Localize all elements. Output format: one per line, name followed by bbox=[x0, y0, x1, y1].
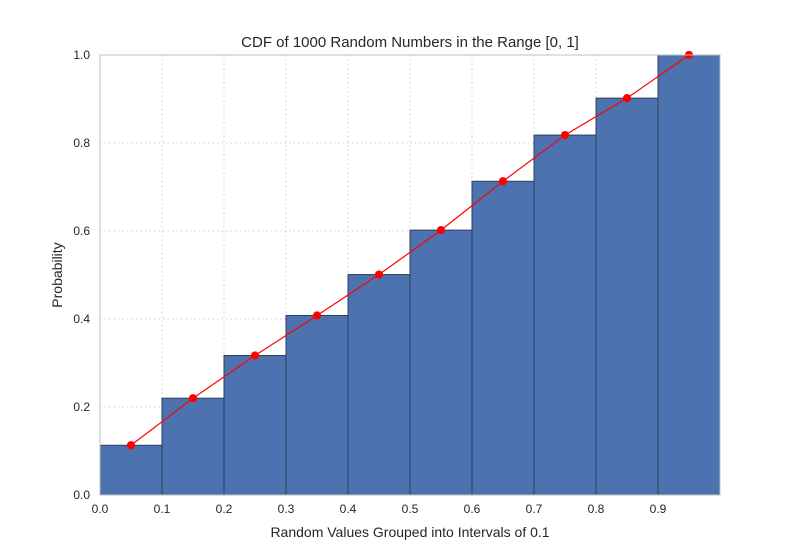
histogram-bar bbox=[223, 355, 287, 496]
histogram-bar bbox=[409, 229, 473, 496]
y-axis-ticks: 0.0 0.2 0.4 0.6 0.8 1.0 bbox=[73, 48, 90, 502]
axes-border bbox=[99, 54, 721, 496]
histogram-bar bbox=[347, 274, 411, 496]
cdf-marker bbox=[250, 351, 260, 360]
histogram-bar bbox=[657, 54, 721, 496]
x-tick-label: 0.4 bbox=[340, 502, 357, 516]
histogram-bar bbox=[595, 97, 659, 496]
cdf-marker bbox=[126, 441, 136, 450]
cdf-line bbox=[130, 54, 690, 446]
x-tick-label: 0.5 bbox=[402, 502, 419, 516]
y-tick-label: 0.8 bbox=[73, 136, 90, 150]
y-axis-label: Probability bbox=[49, 242, 65, 307]
cdf-marker bbox=[312, 311, 322, 320]
histogram-bar bbox=[471, 180, 535, 496]
cdf-marker bbox=[560, 130, 570, 140]
y-tick-label: 0.0 bbox=[73, 488, 90, 502]
x-tick-label: 0.6 bbox=[464, 502, 481, 516]
cdf-markers bbox=[126, 50, 694, 450]
x-tick-label: 0.8 bbox=[588, 502, 605, 516]
cdf-line-path bbox=[130, 54, 690, 446]
y-tick-label: 0.6 bbox=[73, 224, 90, 238]
x-tick-label: 0.0 bbox=[92, 502, 109, 516]
x-tick-label: 0.3 bbox=[278, 502, 295, 516]
x-tick-label: 0.7 bbox=[526, 502, 543, 516]
cdf-marker bbox=[188, 394, 198, 403]
x-axis-ticks: 0.0 0.1 0.2 0.3 0.4 0.5 0.6 0.7 0.8 0.9 bbox=[92, 502, 667, 516]
axes-frame bbox=[99, 54, 721, 496]
histogram-bar bbox=[161, 397, 225, 496]
y-tick-label: 1.0 bbox=[73, 48, 90, 62]
y-tick-label: 0.2 bbox=[73, 400, 90, 414]
bars bbox=[99, 54, 721, 496]
histogram-bar bbox=[285, 314, 349, 496]
histogram-bar bbox=[99, 444, 163, 496]
chart-title: CDF of 1000 Random Numbers in the Range … bbox=[241, 34, 579, 51]
x-tick-label: 0.9 bbox=[650, 502, 667, 516]
histogram-bar bbox=[533, 134, 597, 496]
x-axis-label: Random Values Grouped into Intervals of … bbox=[270, 524, 549, 540]
x-tick-label: 0.2 bbox=[216, 502, 233, 516]
cdf-marker bbox=[436, 226, 446, 235]
x-tick-label: 0.1 bbox=[154, 502, 171, 516]
y-tick-label: 0.4 bbox=[73, 312, 90, 326]
cdf-marker bbox=[498, 177, 508, 186]
cdf-marker bbox=[622, 94, 632, 103]
cdf-marker bbox=[374, 270, 384, 279]
